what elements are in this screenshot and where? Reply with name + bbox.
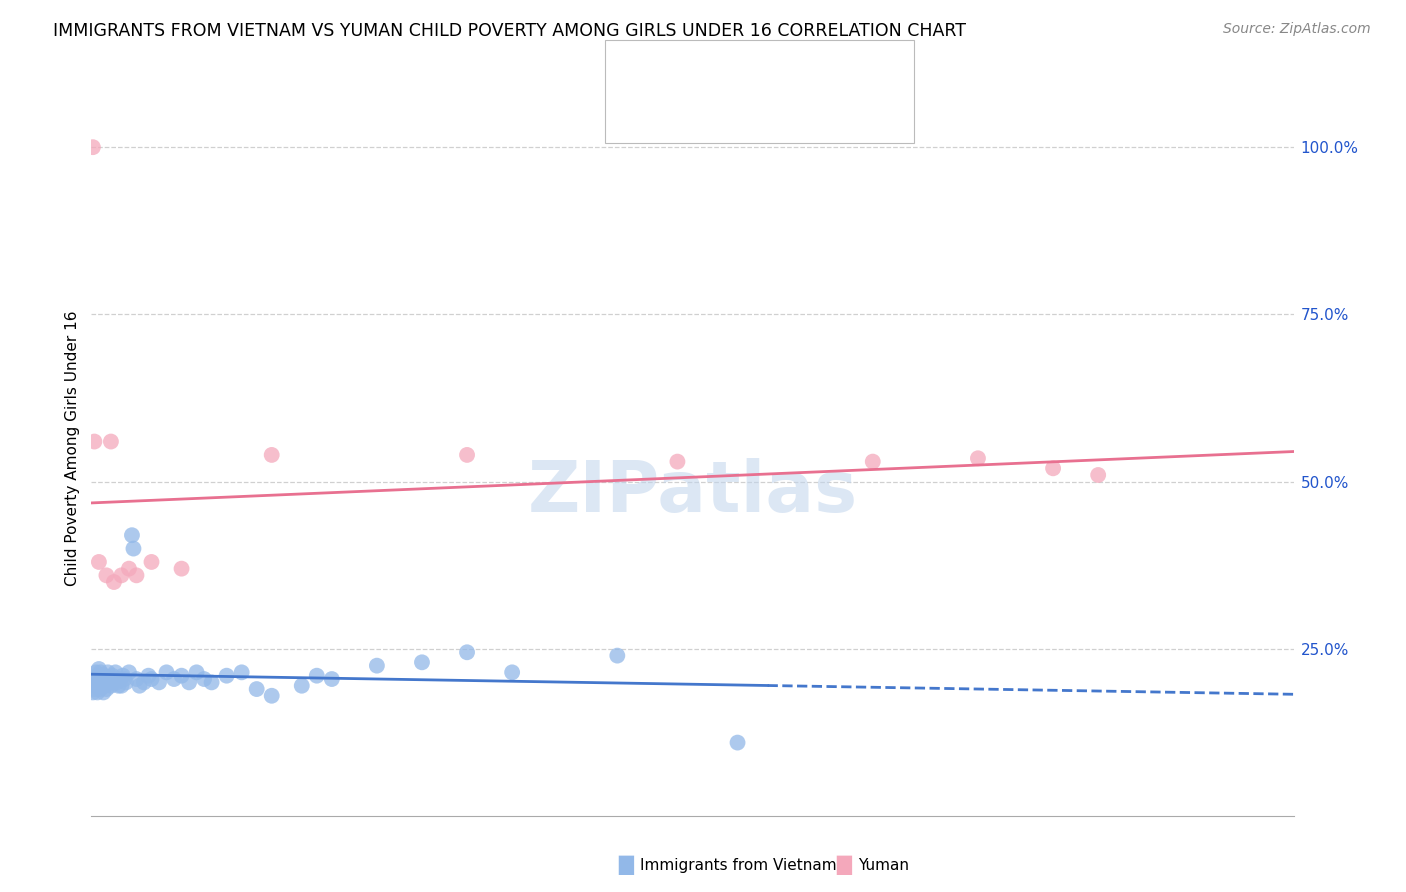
Text: IMMIGRANTS FROM VIETNAM VS YUMAN CHILD POVERTY AMONG GIRLS UNDER 16 CORRELATION : IMMIGRANTS FROM VIETNAM VS YUMAN CHILD P… [53, 22, 966, 40]
Point [115, 675, 138, 690]
Point [231, 665, 253, 680]
Point [110, 679, 132, 693]
Point [125, 672, 148, 686]
Point [96, 672, 118, 686]
Point [1042, 461, 1064, 475]
Point [501, 665, 523, 680]
Point [170, 669, 193, 683]
Text: █: █ [619, 855, 634, 875]
Text: 18: 18 [820, 100, 842, 119]
Point [89, 665, 111, 680]
Point [260, 448, 283, 462]
Point [82, 685, 104, 699]
Point [90, 675, 112, 690]
Point [98, 675, 121, 690]
Point [291, 679, 314, 693]
Point [84, 672, 107, 686]
Bar [621, 55, 650, 87]
Point [456, 448, 478, 462]
Text: N =: N = [779, 62, 818, 80]
Point [138, 669, 160, 683]
Text: 0.133: 0.133 [699, 62, 748, 80]
Point [87, 555, 110, 569]
Point [86, 685, 108, 699]
Point [94, 669, 117, 683]
Point [321, 672, 343, 686]
Point [201, 675, 224, 690]
Point [121, 528, 143, 542]
Point [148, 675, 170, 690]
Point [84, 665, 107, 680]
Text: R =: R = [658, 62, 696, 80]
Point [666, 455, 689, 469]
Point [122, 541, 145, 556]
Text: 63: 63 [820, 62, 842, 80]
Point [100, 434, 122, 449]
Point [105, 675, 128, 690]
Point [215, 669, 238, 683]
Point [118, 665, 141, 680]
Point [94, 679, 117, 693]
Point [87, 672, 110, 686]
Point [111, 669, 134, 683]
Point [93, 672, 115, 686]
Text: Immigrants from Vietnam: Immigrants from Vietnam [640, 858, 837, 872]
Point [84, 679, 107, 693]
Point [186, 665, 208, 680]
Point [193, 672, 215, 686]
Point [118, 562, 141, 576]
Point [107, 679, 129, 693]
Point [89, 681, 111, 696]
Point [170, 562, 193, 576]
Point [260, 689, 283, 703]
Point [862, 455, 884, 469]
Point [411, 655, 433, 669]
Point [128, 679, 150, 693]
Text: ZIPatlas: ZIPatlas [527, 458, 858, 527]
Text: 0.397: 0.397 [699, 100, 748, 119]
Bar [621, 93, 650, 126]
Point [87, 679, 110, 693]
Point [141, 555, 163, 569]
Point [83, 681, 105, 696]
Point [87, 662, 110, 676]
Point [163, 672, 186, 686]
Point [96, 568, 118, 582]
Point [90, 669, 112, 683]
Point [246, 681, 269, 696]
Point [114, 672, 136, 686]
Y-axis label: Child Poverty Among Girls Under 16: Child Poverty Among Girls Under 16 [65, 310, 80, 586]
Point [83, 434, 105, 449]
Point [96, 681, 118, 696]
Text: Yuman: Yuman [858, 858, 908, 872]
Point [82, 140, 104, 154]
Text: N =: N = [779, 100, 818, 119]
Point [366, 658, 388, 673]
Point [103, 672, 125, 686]
Point [967, 451, 990, 466]
Point [305, 669, 328, 683]
Point [141, 672, 163, 686]
Point [727, 735, 749, 749]
Point [456, 645, 478, 659]
Point [101, 669, 124, 683]
Point [1087, 467, 1109, 482]
Point [606, 648, 628, 663]
Point [83, 675, 105, 690]
Point [132, 675, 155, 690]
Point [100, 679, 122, 693]
Point [155, 665, 177, 680]
Point [177, 675, 200, 690]
Text: R =: R = [658, 100, 696, 119]
Text: Source: ZipAtlas.com: Source: ZipAtlas.com [1223, 22, 1371, 37]
Point [97, 665, 120, 680]
Text: █: █ [837, 855, 852, 875]
Point [103, 574, 125, 589]
Point [93, 685, 115, 699]
Point [86, 669, 108, 683]
Point [125, 568, 148, 582]
Point [110, 568, 132, 582]
Point [104, 665, 127, 680]
Point [108, 672, 131, 686]
